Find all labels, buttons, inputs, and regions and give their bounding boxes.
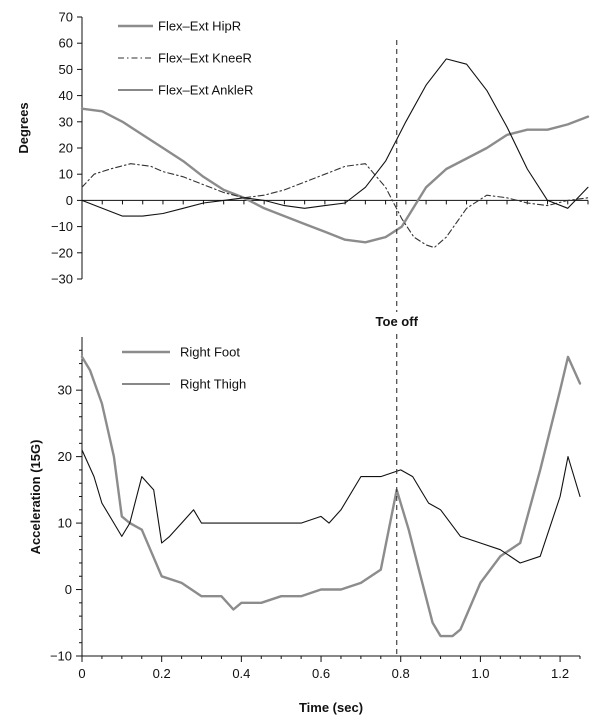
bottom-axes: −10 0 10 20 30 0 0.2 0.4 0.6 0.8 1.0 1.2 <box>50 337 581 681</box>
bottom-y-tick-label: 30 <box>58 383 72 398</box>
bottom-y-tick-label: 0 <box>65 582 72 597</box>
bottom-series-line-0 <box>80 355 582 638</box>
bottom-x-tick-label: 1.2 <box>551 666 569 681</box>
top-y-axis-title: Degrees <box>16 102 31 153</box>
bottom-x-axis-title: Time (sec) <box>299 700 363 715</box>
top-series-line-0 <box>80 107 590 244</box>
bottom-y-tick-label: 10 <box>58 516 72 531</box>
bottom-x-tick-label: 1.0 <box>471 666 489 681</box>
bottom-x-tick-label: 0.8 <box>392 666 410 681</box>
toe-off-annotation: Toe off <box>376 40 419 656</box>
top-y-tick-label: −20 <box>51 245 73 260</box>
bottom-y-axis-title: Acceleration (15G) <box>28 440 43 555</box>
bottom-legend-label-0: Right Foot <box>180 345 240 360</box>
top-series-line-1 <box>81 163 589 249</box>
bottom-chart: −10 0 10 20 30 0 0.2 0.4 0.6 0.8 1.0 1.2 Right Foot… <box>28 337 582 715</box>
top-y-tick-label: −10 <box>51 219 73 234</box>
bottom-series-group <box>80 355 582 638</box>
bottom-x-tick-label: 0 <box>78 666 85 681</box>
top-legend-label-1: Flex–Ext KneeR <box>158 51 252 66</box>
top-y-tick-label: 70 <box>59 10 73 25</box>
bottom-x-tick-label: 0.2 <box>153 666 171 681</box>
top-legend-label-0: Flex–Ext HipR <box>158 19 241 34</box>
bottom-y-tick-label: −10 <box>50 649 72 664</box>
bottom-legend: Right Foot Right Thigh <box>122 345 246 392</box>
bottom-y-tick-label: 20 <box>58 449 72 464</box>
top-y-tick-label: 60 <box>59 36 73 51</box>
top-y-tick-label: −30 <box>51 272 73 287</box>
top-y-tick-label: 10 <box>59 167 73 182</box>
top-y-tick-label: 40 <box>59 88 73 103</box>
top-y-tick-label: 20 <box>59 141 73 156</box>
top-series-group <box>80 58 590 249</box>
bottom-series-line-1 <box>81 449 581 564</box>
bottom-x-tick-label: 0.6 <box>312 666 330 681</box>
bottom-legend-label-1: Right Thigh <box>180 377 246 392</box>
top-axes: 70 60 50 40 30 20 10 0 −10 −20 −30 <box>51 10 589 287</box>
top-legend: Flex–Ext HipR Flex–Ext KneeR Flex–Ext Ankl… <box>118 19 253 98</box>
top-series-line-2 <box>81 58 589 217</box>
bottom-x-tick-label: 0.4 <box>232 666 250 681</box>
top-y-tick-label: 30 <box>59 114 73 129</box>
top-y-tick-label: 50 <box>59 62 73 77</box>
toe-off-label: Toe off <box>376 314 419 329</box>
top-y-tick-label: 0 <box>66 193 73 208</box>
top-legend-label-2: Flex–Ext AnkleR <box>158 83 253 98</box>
